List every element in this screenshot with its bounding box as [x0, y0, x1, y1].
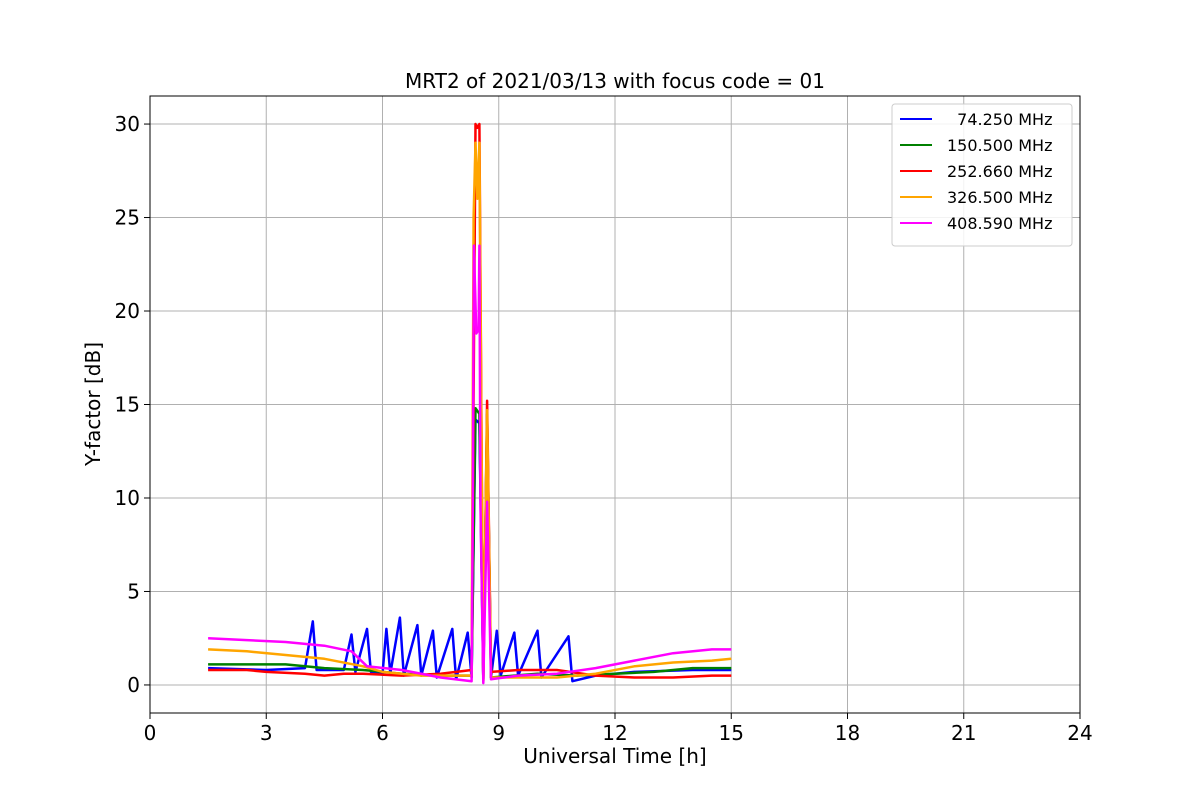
y-axis-label: Y-factor [dB]: [81, 342, 105, 467]
y-tick-label: 0: [127, 673, 140, 697]
legend-label: 326.500 MHz: [947, 188, 1052, 207]
x-tick-label: 24: [1067, 721, 1092, 745]
legend: 74.250 MHz 150.500 MHz 252.660 MHz 326.500 …: [891, 103, 1073, 247]
x-tick-label: 15: [719, 721, 744, 745]
series-line: [208, 244, 732, 685]
chart-title: MRT2 of 2021/03/13 with focus code = 01: [405, 69, 825, 93]
series-line: [208, 406, 732, 681]
x-axis-label: Universal Time [h]: [523, 744, 706, 768]
legend-box: [891, 103, 1073, 247]
x-tick-label: 9: [492, 721, 505, 745]
legend-label: 74.250 MHz: [947, 110, 1052, 129]
x-tick-label: 21: [951, 721, 976, 745]
y-tick-label: 5: [127, 579, 140, 603]
y-tick-label: 30: [115, 112, 140, 136]
y-tick-label: 10: [115, 486, 140, 510]
series-line: [208, 141, 732, 683]
x-tick-label: 0: [144, 721, 157, 745]
x-tick-label: 18: [835, 721, 860, 745]
y-tick-label: 20: [115, 299, 140, 323]
legend-label: 252.660 MHz: [947, 162, 1052, 181]
legend-label: 408.590 MHz: [947, 214, 1052, 233]
y-tick-label: 25: [115, 206, 140, 230]
data-series: [208, 122, 732, 685]
x-tick-label: 6: [376, 721, 389, 745]
legend-label: 150.500 MHz: [947, 136, 1052, 155]
y-tick-label: 15: [115, 393, 140, 417]
x-tick-label: 3: [260, 721, 273, 745]
axes: 0 3 6 9 12 15 18 21 24 0 5 10 15 20 25 30: [115, 95, 1093, 745]
x-tick-label: 12: [602, 721, 627, 745]
series-line: [208, 122, 732, 683]
